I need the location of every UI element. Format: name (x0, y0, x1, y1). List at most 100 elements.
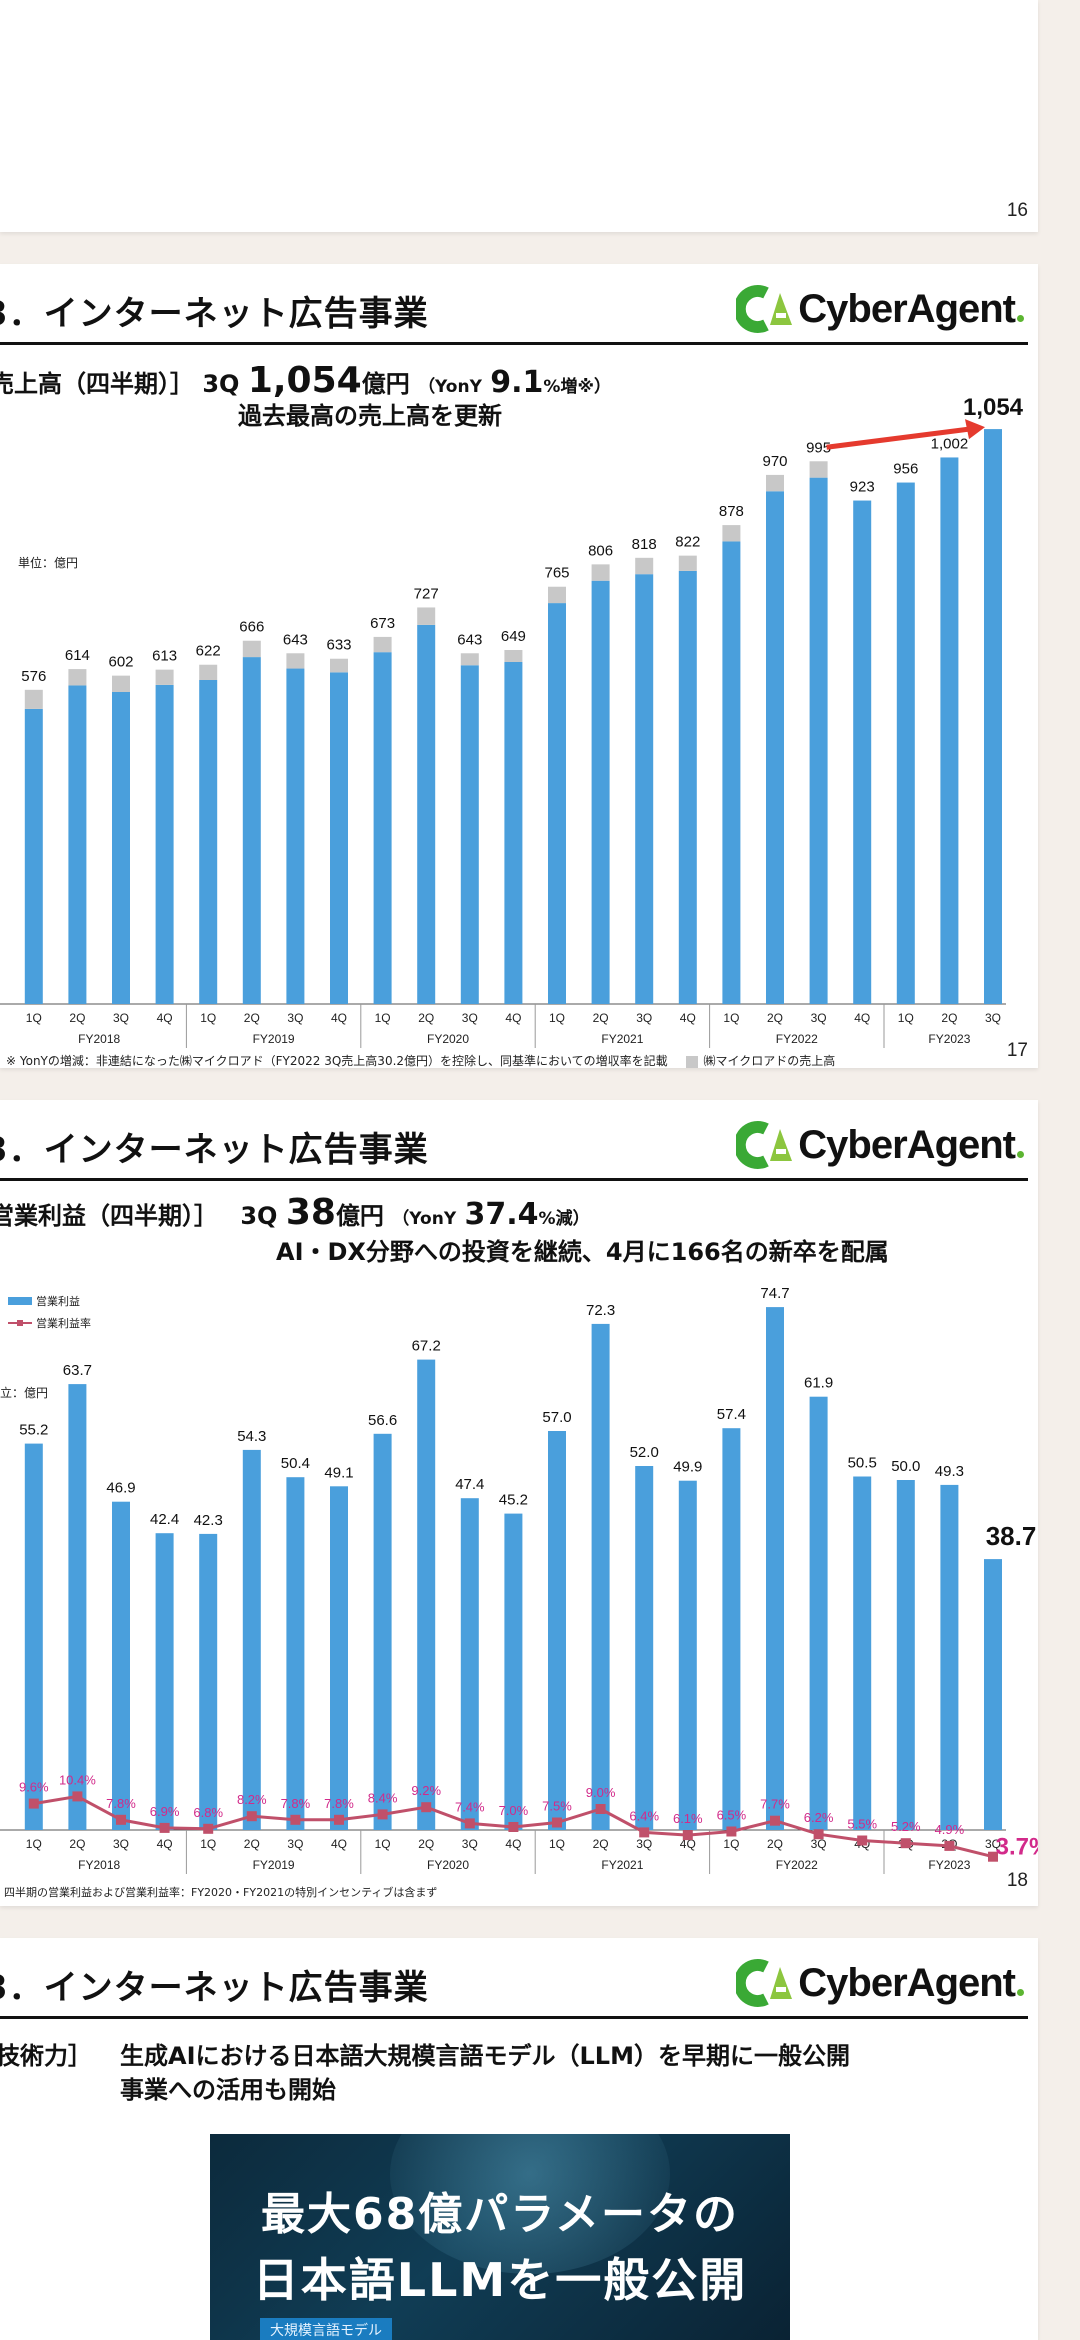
revenue-bar (853, 500, 872, 1004)
x-tick-label: 1Q (26, 1011, 42, 1025)
revenue-bar (548, 603, 566, 1004)
profit-value-label: 74.7 (760, 1285, 789, 1302)
microad-bar-segment (504, 650, 523, 662)
margin-point (377, 1809, 388, 1820)
profit-value-label: 50.0 (891, 1458, 920, 1475)
x-tick-label: 4Q (505, 1011, 521, 1025)
page-number: 16 (1006, 200, 1028, 221)
llm-banner-image: 最大68億パラメータの 日本語LLMを一般公開 大規模言語モデル (210, 2134, 790, 2340)
x-group-label: FY2018 (78, 1032, 120, 1046)
x-tick-label: 2Q (593, 1011, 609, 1025)
chart-legend: 営業利益 営業利益率 (8, 1290, 91, 1334)
profit-value-label: 50.5 (848, 1455, 877, 1472)
x-group-label: FY2020 (427, 1858, 469, 1872)
x-tick-label: 1Q (26, 1837, 42, 1851)
legend-bar: 営業利益 (8, 1290, 91, 1312)
revenue-value-label: 614 (65, 647, 90, 664)
revenue-bar (242, 657, 261, 1004)
revenue-value-label: 643 (283, 631, 308, 648)
x-tick-label: 2Q (941, 1011, 957, 1025)
profit-value-label: 54.3 (237, 1428, 266, 1445)
revenue-value-label: 1,002 (931, 435, 969, 452)
headline: 売上高（四半期）］ 3Q 1,054億円 （YonY 9.1%増※） (0, 360, 611, 401)
profit-value-label: 52.0 (630, 1444, 659, 1461)
profit-bar (460, 1498, 479, 1830)
x-group-label: FY2022 (776, 1032, 818, 1046)
margin-point (290, 1814, 301, 1825)
headline-line1: 生成AIにおける日本語大規模言語モデル（LLM）を早期に一般公開 (120, 2042, 850, 2070)
margin-value-label: 10.4% (59, 1772, 96, 1787)
revenue-bar (112, 692, 130, 1004)
microad-bar-segment (460, 653, 479, 666)
revenue-value-label: 613 (152, 648, 177, 665)
microad-bar-segment (155, 669, 174, 685)
subheadline: 過去最高の売上高を更新 (238, 402, 502, 430)
page-number: 18 (1006, 1870, 1028, 1891)
footnote: ※ YonYの増減：非連結になった㈱マイクロアド（FY2022 3Q売上高30.… (6, 1054, 836, 1068)
x-tick-label: 4Q (680, 1011, 696, 1025)
microad-bar-segment (766, 474, 784, 492)
revenue-bar (635, 574, 654, 1004)
profit-bar (853, 1476, 872, 1830)
unit-label: 立：億円 (0, 1386, 49, 1400)
x-tick-label: 4Q (331, 1011, 347, 1025)
logo-dot (1017, 1151, 1024, 1158)
margin-point (334, 1814, 344, 1825)
revenue-bar (373, 652, 392, 1004)
x-group-label: FY2018 (78, 1858, 120, 1872)
cyberagent-logo: CyberAgent (736, 284, 1024, 334)
margin-value-label: 3.7% (996, 1834, 1038, 1861)
revenue-bar (766, 491, 784, 1004)
revenue-bar (504, 662, 523, 1004)
x-group-label: FY2019 (253, 1032, 295, 1046)
margin-point (159, 1822, 170, 1833)
microad-bar-segment (373, 636, 392, 653)
headline-prefix: 技術力］ (0, 2042, 92, 2070)
x-tick-label: 2Q (593, 1837, 609, 1851)
x-tick-label: 1Q (549, 1011, 565, 1025)
margin-value-label: 6.4% (629, 1808, 659, 1823)
microad-bar-segment (548, 586, 566, 604)
profit-bar (68, 1384, 87, 1830)
revenue-value-label: 666 (239, 619, 264, 636)
ca-logo-icon (736, 285, 793, 333)
profit-value-label: 56.6 (368, 1412, 397, 1429)
margin-value-label: 7.7% (760, 1797, 790, 1812)
margin-value-label: 6.5% (717, 1808, 747, 1823)
margin-point (988, 1851, 998, 1862)
margin-value-label: 6.1% (673, 1811, 703, 1826)
margin-point (246, 1811, 257, 1822)
revenue-bar (896, 482, 915, 1004)
margin-value-label: 4.9% (935, 1822, 965, 1837)
profit-bar (548, 1431, 566, 1830)
title-rule (0, 342, 1028, 345)
page-number: 17 (1006, 1040, 1028, 1061)
cyberagent-logo: CyberAgent (736, 1120, 1024, 1170)
revenue-value-label: 576 (21, 668, 46, 685)
revenue-bar (330, 672, 348, 1004)
legend-line: 営業利益率 (8, 1312, 91, 1334)
margin-value-label: 8.4% (368, 1790, 398, 1805)
microad-legend-swatch (685, 1055, 698, 1068)
margin-value-label: 9.2% (411, 1783, 441, 1798)
revenue-value-label: 649 (501, 628, 526, 645)
profit-bar (417, 1359, 436, 1830)
legend-bar-swatch (8, 1297, 32, 1305)
margin-point (944, 1840, 955, 1851)
microad-bar-segment (242, 640, 261, 658)
x-tick-label: 4Q (854, 1011, 870, 1025)
microad-bar-segment (417, 607, 436, 625)
x-tick-label: 1Q (723, 1011, 739, 1025)
profit-bar (112, 1501, 130, 1830)
profit-value-label: 42.4 (150, 1511, 179, 1528)
profit-value-label: 38.7 (986, 1521, 1037, 1551)
margin-point (770, 1815, 780, 1826)
profit-bar (199, 1533, 218, 1830)
revenue-value-label: 602 (108, 654, 133, 671)
x-tick-label: 4Q (157, 1011, 173, 1025)
revenue-value-label: 673 (370, 615, 395, 632)
profit-bar (940, 1484, 959, 1830)
x-tick-label: 4Q (505, 1837, 521, 1851)
growth-arrow-line (826, 426, 970, 450)
profit-bar (24, 1443, 43, 1830)
